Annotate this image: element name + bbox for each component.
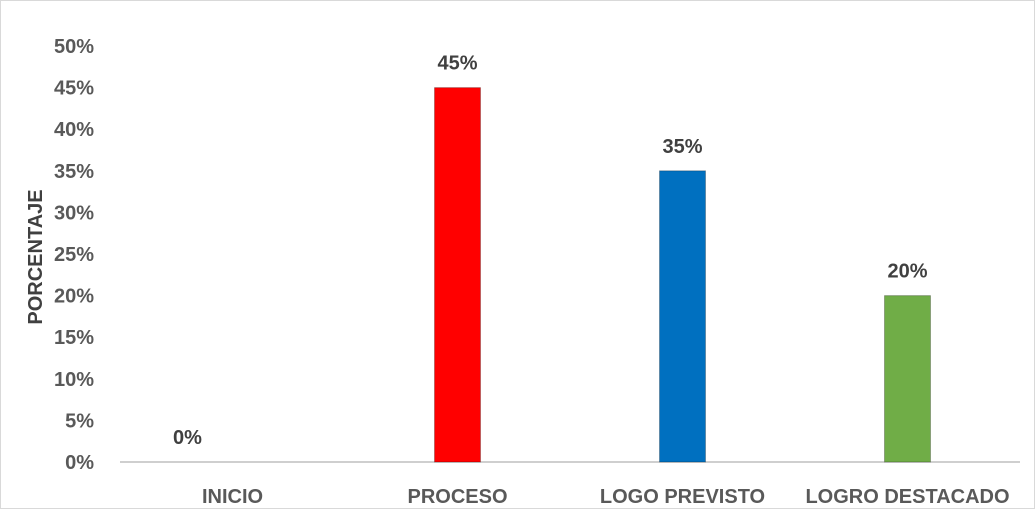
data-label: 35% xyxy=(662,136,702,158)
y-tick-label: 10% xyxy=(54,369,94,391)
y-tick-label: 20% xyxy=(54,286,94,308)
bar xyxy=(434,87,481,463)
category-label: LOGO PREVISTO xyxy=(600,486,765,508)
category-label: INICIO xyxy=(202,486,263,508)
bar xyxy=(884,295,931,463)
data-label: 20% xyxy=(887,261,927,283)
y-axis-label: PORCENTAJE xyxy=(25,189,47,324)
data-label: 0% xyxy=(173,427,202,449)
y-tick-label: 30% xyxy=(54,202,94,224)
y-tick-label: 5% xyxy=(65,410,94,432)
category-labels: INICIO PROCESO LOGO PREVISTO LOGRO DESTACAD… xyxy=(202,486,1010,508)
category-label: LOGRO DESTACADO xyxy=(805,486,1009,508)
y-tick-label: 45% xyxy=(54,78,94,100)
category-label: PROCESO xyxy=(407,486,507,508)
y-tick-label: 40% xyxy=(54,119,94,141)
bar xyxy=(659,170,706,463)
bars xyxy=(434,87,931,463)
data-label: 45% xyxy=(437,53,477,75)
y-tick-labels: 0% 5% 10% 15% 20% 25% 30% 35% 40% 45% 50% xyxy=(54,36,94,474)
y-tick-label: 50% xyxy=(54,36,94,58)
y-tick-label: 25% xyxy=(54,244,94,266)
y-tick-label: 0% xyxy=(65,452,94,474)
y-tick-label: 35% xyxy=(54,161,94,183)
data-labels: 0% 45% 35% 20% xyxy=(173,53,928,449)
y-tick-label: 15% xyxy=(54,327,94,349)
